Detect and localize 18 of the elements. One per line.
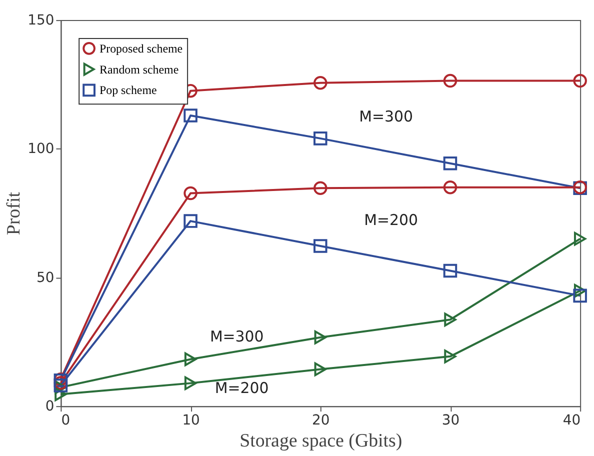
x-axis-title: Storage space (Gbits) [240, 430, 402, 452]
annotation: M=300 [210, 327, 264, 346]
annotation: M=200 [214, 379, 269, 398]
x-tick-label: 10 [182, 412, 200, 429]
x-tick-label: 0 [61, 412, 70, 429]
y-tick-label: 50 [36, 270, 54, 286]
annotation: M=200 [364, 211, 418, 230]
x-tick-label: 30 [442, 412, 460, 429]
annotation: M=300 [359, 108, 413, 126]
y-tick-label: 150 [28, 12, 54, 29]
y-tick-label: 0 [45, 398, 54, 415]
x-tick-label: 40 [562, 412, 581, 429]
x-tick-label: 20 [312, 412, 330, 429]
legend-label: Random scheme [99, 62, 179, 76]
y-tick-label: 100 [28, 141, 54, 158]
y-axis-title: Profit [4, 191, 25, 236]
legend-label: Pop scheme [99, 83, 157, 98]
legend-label: Proposed scheme [99, 41, 183, 56]
